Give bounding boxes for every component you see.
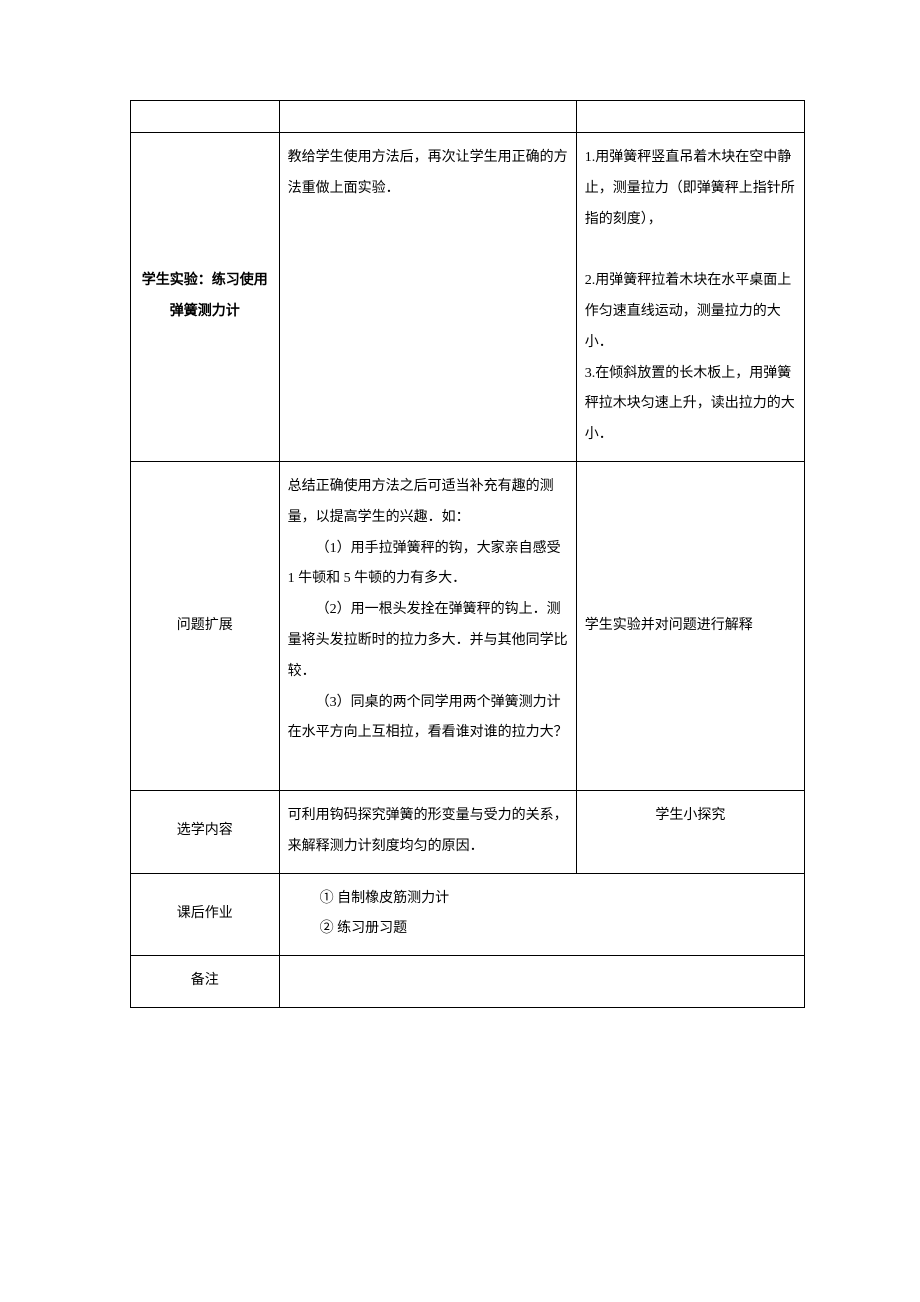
teacher-activity: 可利用钩码探究弹簧的形变量与受力的关系，来解释测力计刻度均匀的原因．: [279, 790, 576, 873]
homework-item-1: ① 自制橡皮筋测力计: [320, 884, 796, 915]
row-label: 课后作业: [131, 873, 280, 956]
extension-intro: 总结正确使用方法之后可适当补充有趣的测量，以提高学生的兴趣．如：: [288, 479, 554, 525]
extension-item-3: （3）同桌的两个同学用两个弹簧测力计在水平方向上互相拉，看看谁对谁的拉力大？: [288, 688, 568, 750]
notes-row: 备注: [131, 956, 805, 1008]
experiment-row: 学生实验：练习使用弹簧测力计 教给学生使用方法后，再次让学生用正确的方法重做上面…: [131, 133, 805, 462]
empty-cell: [576, 101, 804, 133]
row-label: 选学内容: [131, 790, 280, 873]
row-label: 问题扩展: [131, 461, 280, 790]
row-label: 学生实验：练习使用弹簧测力计: [131, 133, 280, 462]
student-activity: 学生实验并对问题进行解释: [576, 461, 804, 790]
notes-content: [279, 956, 804, 1008]
homework-row: 课后作业 ① 自制橡皮筋测力计 ② 练习册习题: [131, 873, 805, 956]
activity-item-2: 2.用弹簧秤拉着木块在水平桌面上作匀速直线运动，测量拉力的大小．: [585, 273, 792, 350]
student-activity: 1.用弹簧秤竖直吊着木块在空中静止，测量拉力（即弹簧秤上指针所指的刻度）， 2.…: [576, 133, 804, 462]
extension-item-2: （2）用一根头发拴在弹簧秤的钩上．测量将头发拉断时的拉力多大．并与其他同学比较．: [288, 595, 568, 687]
row-label: 备注: [131, 956, 280, 1008]
homework-item-2: ② 练习册习题: [320, 914, 796, 945]
teacher-activity: 教给学生使用方法后，再次让学生用正确的方法重做上面实验．: [279, 133, 576, 462]
extension-item-1: （1）用手拉弹簧秤的钩，大家亲自感受 1 牛顿和 5 牛顿的力有多大．: [288, 534, 568, 596]
empty-cell: [279, 101, 576, 133]
student-activity: 学生小探究: [576, 790, 804, 873]
extension-row: 问题扩展 总结正确使用方法之后可适当补充有趣的测量，以提高学生的兴趣．如： （1…: [131, 461, 805, 790]
empty-cell: [131, 101, 280, 133]
activity-item-3: 3.在倾斜放置的长木板上，用弹簧秤拉木块匀速上升，读出拉力的大小．: [585, 366, 795, 443]
activity-item-1: 1.用弹簧秤竖直吊着木块在空中静止，测量拉力（即弹簧秤上指针所指的刻度），: [585, 150, 795, 227]
lesson-plan-table: 学生实验：练习使用弹簧测力计 教给学生使用方法后，再次让学生用正确的方法重做上面…: [130, 100, 805, 1008]
teacher-activity: 总结正确使用方法之后可适当补充有趣的测量，以提高学生的兴趣．如： （1）用手拉弹…: [279, 461, 576, 790]
empty-header-row: [131, 101, 805, 133]
homework-content: ① 自制橡皮筋测力计 ② 练习册习题: [279, 873, 804, 956]
optional-row: 选学内容 可利用钩码探究弹簧的形变量与受力的关系，来解释测力计刻度均匀的原因． …: [131, 790, 805, 873]
